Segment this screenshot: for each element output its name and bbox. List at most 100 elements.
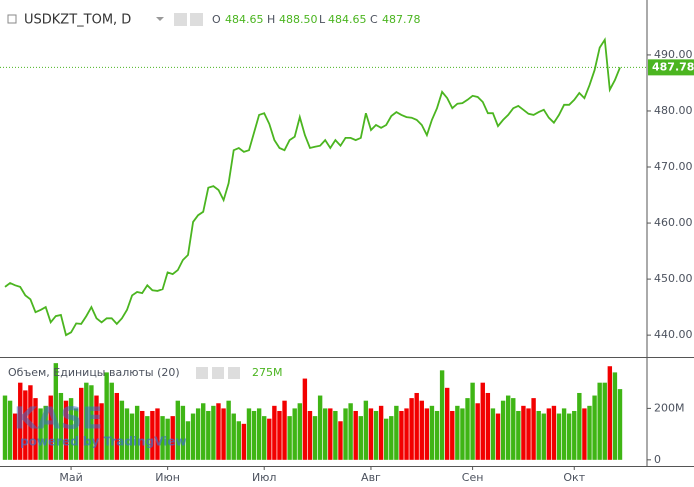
volume-bar [145, 416, 150, 460]
ohlc-o: 484.65 [225, 13, 264, 26]
volume-bar [531, 398, 536, 460]
volume-bar [33, 398, 38, 460]
volume-bar [277, 410, 282, 460]
volume-bar [140, 410, 145, 460]
volume-last: 275M [252, 366, 283, 379]
volume-bar [267, 418, 272, 460]
volume-bar [429, 405, 435, 460]
volume-bar [439, 370, 445, 460]
volume-bar [455, 405, 460, 460]
volume-bar [226, 400, 231, 460]
volume-bar [414, 392, 419, 460]
volume-bar [521, 405, 526, 460]
volume-title: Объем, Единицы валюты (20) [8, 366, 180, 379]
volume-bar [23, 390, 28, 460]
volume-bar [119, 400, 125, 460]
volume-bar [63, 400, 69, 460]
volume-bar [221, 408, 226, 460]
volume-bar [561, 408, 567, 460]
volume-bar [307, 410, 313, 460]
volume-bar [114, 392, 120, 460]
symbol-icon[interactable] [7, 14, 17, 24]
volume-bar [12, 413, 18, 460]
volume-bar [282, 400, 287, 460]
volume-eye-button[interactable] [196, 367, 208, 379]
volume-bar [94, 395, 99, 460]
volume-bar [43, 405, 48, 460]
ohlc-h: 488.50 [279, 13, 318, 26]
volume-bar [150, 410, 155, 460]
ohlc-l: 484.65 [328, 13, 367, 26]
y-tick-label: 460.00 [654, 216, 693, 229]
volume-bar [358, 416, 363, 460]
volume-bar [546, 408, 552, 460]
volume-bar [607, 366, 613, 460]
volume-close-button[interactable] [228, 367, 240, 379]
volume-tick-label: 0 [654, 453, 661, 466]
volume-bar [389, 416, 394, 460]
volume-bar [419, 400, 424, 460]
volume-bar [292, 408, 297, 460]
volume-bar [511, 398, 516, 460]
volume-bar [495, 413, 501, 460]
volume-bar [251, 410, 257, 460]
volume-bar [109, 382, 114, 460]
volume-bar [434, 410, 440, 460]
volume-bar [353, 410, 358, 460]
volume-bar [383, 418, 389, 460]
volume-bar [587, 405, 592, 460]
ohlc-c: 487.78 [382, 13, 421, 26]
volume-bar [500, 400, 506, 460]
volume-bar [231, 413, 236, 460]
dropdown-arrow[interactable] [156, 17, 164, 21]
volume-bar [572, 410, 577, 460]
volume-bar [7, 400, 13, 460]
volume-bar [262, 416, 267, 460]
volume-bar [424, 408, 430, 460]
volume-bar [480, 382, 485, 460]
volume-bar [28, 385, 33, 460]
volume-bar [399, 410, 404, 460]
volume-bar [348, 403, 353, 460]
volume-bar [180, 405, 186, 460]
volume-bar [582, 408, 587, 460]
volume-bar [577, 392, 582, 460]
volume-bar [394, 405, 399, 460]
y-tick-label: 450.00 [654, 272, 693, 285]
volume-bar [505, 395, 511, 460]
x-tick-label: Июн [155, 471, 180, 484]
volume-bar [541, 413, 546, 460]
volume-bar [460, 408, 465, 460]
volume-bar [68, 398, 74, 460]
eye-button[interactable] [174, 13, 187, 26]
volume-bar [612, 372, 618, 460]
volume-bar [272, 405, 277, 460]
volume-settings-button[interactable] [212, 367, 224, 379]
volume-bar [201, 403, 206, 460]
volume-bar [84, 382, 89, 460]
last-price-box [648, 59, 694, 76]
volume-bar [363, 400, 369, 460]
volume-bar [470, 382, 475, 460]
volume-bar [368, 408, 374, 460]
volume-bar [160, 416, 165, 460]
y-tick-label: 470.00 [654, 160, 693, 173]
volume-bar [155, 408, 160, 460]
volume-bar [490, 408, 496, 460]
volume-bar [333, 410, 338, 460]
volume-bar [302, 378, 308, 460]
volume-bar [99, 403, 104, 460]
volume-bar [124, 408, 130, 460]
watermark: KASE powered by TradingView [14, 402, 187, 449]
y-tick-label: 490.00 [654, 48, 693, 61]
settings-button[interactable] [190, 13, 203, 26]
volume-bar [53, 363, 59, 460]
volume-bar [79, 387, 84, 460]
volume-bar [475, 403, 480, 460]
volume-bar [409, 398, 414, 460]
volume-bar [404, 408, 409, 460]
volume-bar [465, 398, 470, 460]
volume-bar [18, 382, 23, 460]
volume-bar [211, 405, 216, 460]
volume-bar [450, 410, 455, 460]
